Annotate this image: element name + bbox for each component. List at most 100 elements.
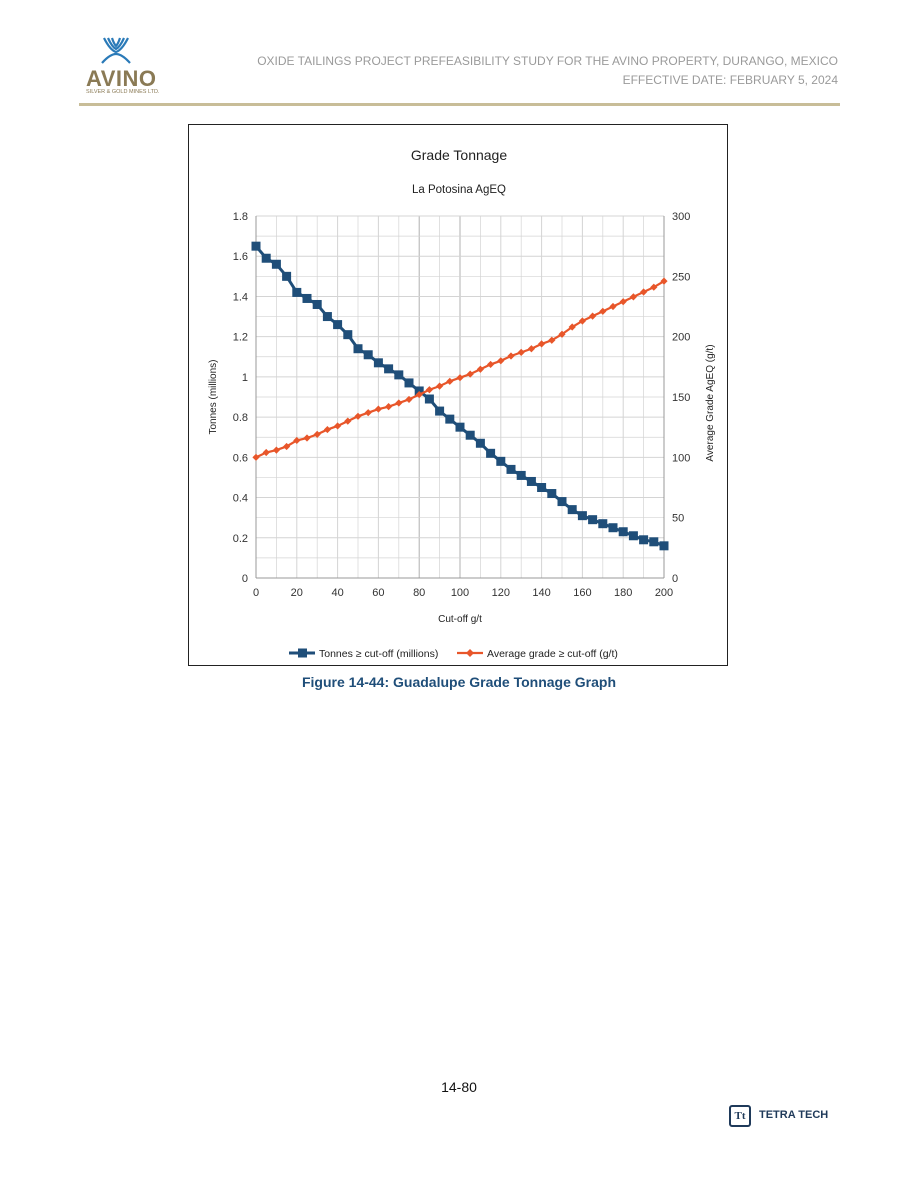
header-effective-date: EFFECTIVE DATE: FEBRUARY 5, 2024: [622, 73, 838, 87]
x-tick-label: 180: [614, 587, 632, 599]
header-title: OXIDE TAILINGS PROJECT PREFEASIBILITY ST…: [257, 54, 838, 68]
tonnes-data-point: [588, 515, 598, 525]
y2-tick-label: 0: [672, 573, 678, 585]
x-tick-label: 100: [451, 587, 469, 599]
grade-data-point: [538, 340, 546, 348]
grade-data-point: [629, 293, 637, 301]
tonnes-data-point: [384, 364, 394, 374]
tetra-tech-name: TETRA TECH: [759, 1109, 829, 1121]
grade-data-point: [364, 409, 372, 417]
tonnes-data-point: [608, 523, 618, 533]
tonnes-data-point: [547, 489, 557, 499]
avino-logo-icon: [101, 37, 131, 64]
x-tick-label: 20: [291, 587, 303, 599]
tonnes-data-point: [639, 535, 649, 545]
avino-logo: AVINO SILVER & GOLD MINES LTD.: [80, 36, 160, 100]
tetra-tech-mark-icon: Tt: [729, 1105, 751, 1127]
grade-tonnage-chart: 0 20 40 60 80 100 120 140 160 180 200 0 0.2 0.4 0.6 0.8…: [208, 147, 716, 660]
grade-data-point: [344, 417, 352, 425]
tonnes-data-point: [435, 406, 445, 416]
tonnes-data-point: [312, 299, 322, 309]
tonnes-data-point: [333, 320, 343, 330]
grade-data-point: [303, 434, 311, 442]
y-axis-title: Tonnes (millions): [208, 359, 219, 434]
x-tick-label: 200: [655, 587, 673, 599]
tonnes-data-point: [475, 438, 485, 448]
legend-grade-label: Average grade ≥ cut-off (g/t): [487, 648, 618, 660]
grade-data-point: [334, 422, 342, 430]
tonnes-data-point: [659, 541, 669, 551]
y-tick-label: 0.2: [233, 533, 248, 545]
grade-data-point: [323, 425, 331, 434]
grade-data-point: [640, 288, 648, 296]
y2-tick-label: 300: [672, 211, 690, 223]
legend-grade-marker: [466, 649, 474, 657]
tonnes-data-point: [506, 464, 516, 474]
grade-data-point: [395, 399, 403, 407]
y-tick-label: 0.8: [233, 412, 248, 424]
tonnes-data-point: [322, 312, 332, 322]
tonnes-data-point: [282, 271, 292, 281]
tonnes-data-point: [465, 430, 475, 440]
legend-tonnes-marker: [298, 648, 307, 658]
chart-title: Grade Tonnage: [411, 147, 507, 163]
grade-data-point: [619, 298, 627, 306]
tonnes-data-point: [649, 537, 659, 547]
tonnes-data-point: [598, 519, 608, 529]
tonnes-data-point: [567, 505, 577, 515]
grade-data-point: [548, 336, 556, 344]
chart-subtitle: La Potosina AgEQ: [412, 184, 506, 196]
grade-data-point: [599, 307, 607, 315]
x-tick-label: 0: [253, 587, 259, 599]
y-tick-label: 1: [242, 372, 248, 384]
document-header: OXIDE TAILINGS PROJECT PREFEASIBILITY ST…: [257, 52, 838, 90]
grade-data-point: [354, 412, 362, 420]
tonnes-data-point: [353, 344, 363, 354]
tonnes-data-point: [302, 293, 312, 303]
tonnes-data-point: [373, 358, 383, 368]
grade-data-point: [517, 348, 525, 356]
tonnes-data-point: [445, 414, 455, 424]
tonnes-data-point: [496, 456, 506, 466]
grade-data-point: [436, 382, 444, 390]
y-tick-label: 1.8: [233, 211, 248, 223]
grade-data-point: [507, 352, 515, 360]
grade-data-point: [456, 374, 464, 382]
grade-data-point: [476, 365, 484, 373]
tonnes-data-point: [618, 527, 628, 537]
tonnes-data-point: [363, 350, 373, 360]
x-tick-label: 60: [372, 587, 384, 599]
grade-data-point: [487, 360, 495, 369]
tonnes-data-point: [537, 483, 547, 492]
tonnes-data-point: [414, 386, 424, 396]
tonnes-data-point: [261, 253, 271, 263]
tonnes-data-point: [404, 378, 414, 388]
y2-tick-label: 250: [672, 271, 690, 283]
tonnes-data-point: [486, 448, 496, 458]
x-tick-label: 120: [492, 587, 510, 599]
figure-caption: Figure 14-44: Guadalupe Grade Tonnage Gr…: [301, 674, 617, 690]
logo-name: AVINO: [86, 66, 157, 91]
grade-data-point: [293, 436, 301, 445]
legend-tonnes-label: Tonnes ≥ cut-off (millions): [319, 648, 438, 660]
grade-data-point: [527, 345, 535, 353]
grade-data-point: [446, 377, 454, 385]
y-tick-label: 1.6: [233, 251, 248, 263]
tonnes-data-point: [628, 531, 638, 541]
y2-axis-title: Average Grade AgEQ (g/t): [705, 344, 716, 461]
x-axis-title: Cut-off g/t: [438, 614, 482, 625]
tonnes-data-point: [455, 422, 465, 432]
grade-data-point: [252, 453, 260, 461]
y2-tick-label: 150: [672, 392, 690, 404]
tonnes-data-point: [394, 370, 404, 380]
grade-data-point: [609, 302, 617, 311]
x-tick-label: 80: [413, 587, 425, 599]
header-divider: [79, 103, 840, 106]
y-tick-label: 1.4: [233, 291, 248, 303]
x-tick-label: 160: [573, 587, 591, 599]
tonnes-data-point: [292, 287, 302, 297]
y2-tick-label: 200: [672, 332, 690, 344]
tonnes-data-point: [526, 476, 536, 486]
grade-data-point: [578, 317, 586, 325]
y-tick-label: 0: [242, 573, 248, 585]
